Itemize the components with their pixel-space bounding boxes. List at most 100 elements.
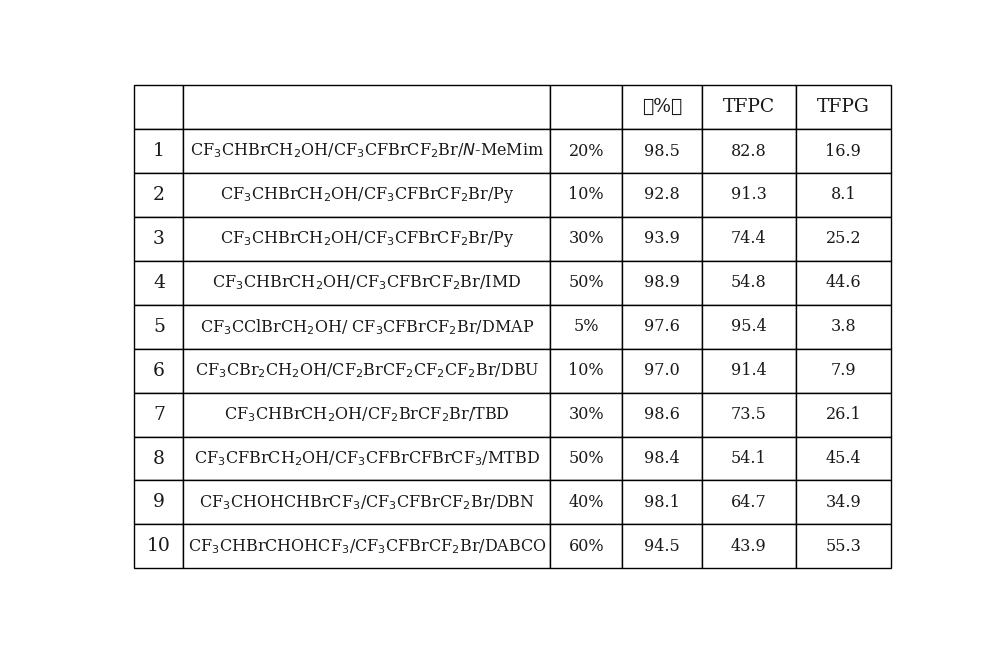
Text: 34.9: 34.9 xyxy=(826,494,861,511)
Text: 82.8: 82.8 xyxy=(731,142,767,160)
Text: 60%: 60% xyxy=(568,538,604,555)
Bar xyxy=(183,217,550,261)
Text: 6: 6 xyxy=(153,362,165,380)
Bar xyxy=(702,261,796,305)
Text: 16.9: 16.9 xyxy=(825,142,861,160)
Text: 10%: 10% xyxy=(568,362,604,379)
Text: 20%: 20% xyxy=(568,142,604,160)
Bar xyxy=(702,525,796,568)
Bar xyxy=(134,437,183,481)
Text: 50%: 50% xyxy=(568,274,604,291)
Bar xyxy=(134,85,183,129)
Text: 98.1: 98.1 xyxy=(644,494,680,511)
Text: 7: 7 xyxy=(153,406,165,424)
Text: （%）: （%） xyxy=(642,98,682,116)
Text: 95.4: 95.4 xyxy=(731,318,767,335)
Bar xyxy=(550,305,622,349)
Text: TFPG: TFPG xyxy=(817,98,870,116)
Text: 98.4: 98.4 xyxy=(644,450,680,467)
Bar xyxy=(550,437,622,481)
Bar xyxy=(134,305,183,349)
Bar xyxy=(796,217,891,261)
Text: 97.6: 97.6 xyxy=(644,318,680,335)
Text: 50%: 50% xyxy=(568,450,604,467)
Bar xyxy=(622,481,702,525)
Text: CF$_3$CHBrCH$_2$OH/CF$_3$CFBrCF$_2$Br/IMD: CF$_3$CHBrCH$_2$OH/CF$_3$CFBrCF$_2$Br/IM… xyxy=(212,274,522,292)
Text: CF$_3$CHBrCH$_2$OH/CF$_3$CFBrCF$_2$Br/Py: CF$_3$CHBrCH$_2$OH/CF$_3$CFBrCF$_2$Br/Py xyxy=(220,229,514,249)
Text: 8: 8 xyxy=(153,450,165,468)
Bar xyxy=(134,393,183,437)
Bar xyxy=(550,349,622,393)
Bar xyxy=(134,129,183,173)
Bar xyxy=(134,525,183,568)
Bar xyxy=(622,525,702,568)
Text: 10: 10 xyxy=(147,538,171,555)
Text: 98.6: 98.6 xyxy=(644,406,680,423)
Bar xyxy=(796,85,891,129)
Text: CF$_3$CHBrCH$_2$OH/CF$_2$BrCF$_2$Br/TBD: CF$_3$CHBrCH$_2$OH/CF$_2$BrCF$_2$Br/TBD xyxy=(224,405,510,424)
Bar xyxy=(702,173,796,217)
Bar xyxy=(183,349,550,393)
Bar xyxy=(183,173,550,217)
Text: 91.3: 91.3 xyxy=(731,186,767,203)
Text: 74.4: 74.4 xyxy=(731,230,767,247)
Bar xyxy=(183,481,550,525)
Text: 1: 1 xyxy=(153,142,165,160)
Bar xyxy=(796,305,891,349)
Text: 40%: 40% xyxy=(568,494,604,511)
Bar xyxy=(134,349,183,393)
Text: 5: 5 xyxy=(153,318,165,336)
Text: CF$_3$CBr$_2$CH$_2$OH/CF$_2$BrCF$_2$CF$_2$CF$_2$Br/DBU: CF$_3$CBr$_2$CH$_2$OH/CF$_2$BrCF$_2$CF$_… xyxy=(195,361,539,380)
Bar xyxy=(702,393,796,437)
Bar xyxy=(796,525,891,568)
Text: 97.0: 97.0 xyxy=(644,362,680,379)
Bar xyxy=(134,173,183,217)
Text: 94.5: 94.5 xyxy=(644,538,680,555)
Bar xyxy=(702,217,796,261)
Bar xyxy=(183,85,550,129)
Bar xyxy=(550,393,622,437)
Bar xyxy=(134,481,183,525)
Text: CF$_3$CHOHCHBrCF$_3$/CF$_3$CFBrCF$_2$Br/DBN: CF$_3$CHOHCHBrCF$_3$/CF$_3$CFBrCF$_2$Br/… xyxy=(199,493,535,512)
Bar xyxy=(796,173,891,217)
Bar xyxy=(550,129,622,173)
Bar xyxy=(622,305,702,349)
Text: 45.4: 45.4 xyxy=(826,450,861,467)
Text: 44.6: 44.6 xyxy=(826,274,861,291)
Bar xyxy=(550,217,622,261)
Text: 64.7: 64.7 xyxy=(731,494,767,511)
Bar xyxy=(183,129,550,173)
Text: 30%: 30% xyxy=(568,406,604,423)
Bar xyxy=(702,349,796,393)
Bar xyxy=(622,217,702,261)
Bar xyxy=(183,525,550,568)
Bar xyxy=(622,173,702,217)
Bar xyxy=(134,261,183,305)
Bar xyxy=(622,85,702,129)
Text: 7.9: 7.9 xyxy=(831,362,856,379)
Bar xyxy=(796,481,891,525)
Bar xyxy=(702,85,796,129)
Text: 43.9: 43.9 xyxy=(731,538,767,555)
Text: 2: 2 xyxy=(153,186,165,204)
Text: 3.8: 3.8 xyxy=(831,318,856,335)
Bar xyxy=(702,481,796,525)
Text: 3: 3 xyxy=(153,230,165,248)
Bar xyxy=(622,261,702,305)
Bar xyxy=(183,393,550,437)
Text: 8.1: 8.1 xyxy=(831,186,856,203)
Bar xyxy=(702,305,796,349)
Text: CF$_3$CHBrCH$_2$OH/CF$_3$CFBrCF$_2$Br/$\mathit{N}$-MeMim: CF$_3$CHBrCH$_2$OH/CF$_3$CFBrCF$_2$Br/$\… xyxy=(190,142,544,160)
Text: 30%: 30% xyxy=(568,230,604,247)
Text: 73.5: 73.5 xyxy=(731,406,767,423)
Bar xyxy=(134,217,183,261)
Text: TFPC: TFPC xyxy=(723,98,775,116)
Text: 98.5: 98.5 xyxy=(644,142,680,160)
Text: CF$_3$CClBrCH$_2$OH/ CF$_3$CFBrCF$_2$Br/DMAP: CF$_3$CClBrCH$_2$OH/ CF$_3$CFBrCF$_2$Br/… xyxy=(200,317,534,336)
Text: 5%: 5% xyxy=(573,318,599,335)
Bar xyxy=(702,129,796,173)
Bar xyxy=(550,85,622,129)
Text: 54.1: 54.1 xyxy=(731,450,767,467)
Bar xyxy=(796,129,891,173)
Bar xyxy=(622,129,702,173)
